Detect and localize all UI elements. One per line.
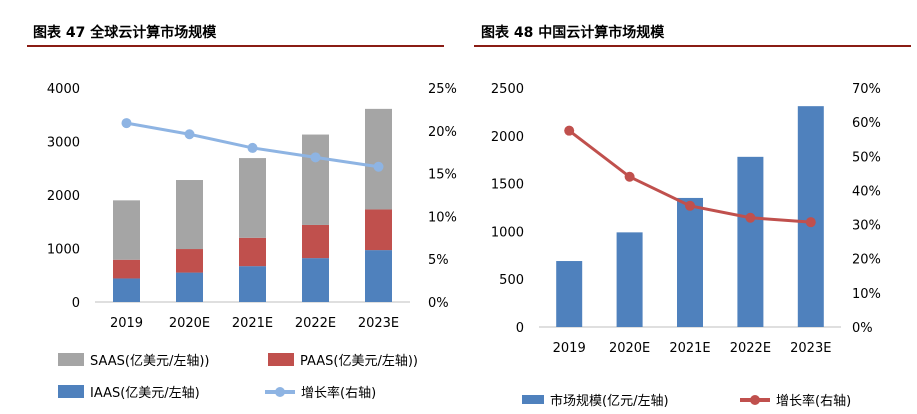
y-right-tick-label: 70%: [852, 82, 881, 97]
y-right-tick-label: 50%: [852, 150, 881, 165]
legend-saas: SAAS(亿美元/左轴)): [58, 350, 210, 369]
x-tick-label: 2021E: [232, 316, 273, 331]
bar-saas: [365, 108, 392, 210]
y-left-tick-label: 1000: [47, 243, 80, 258]
y-right-tick-label: 0%: [852, 321, 873, 336]
y-left-tick-label: 1000: [491, 225, 524, 240]
legend-saas-label: SAAS(亿美元/左轴)): [90, 354, 210, 369]
bar-market: [677, 197, 703, 327]
bar-saas: [176, 180, 203, 250]
y-left-tick-label: 500: [499, 273, 524, 288]
legend-market-swatch: [522, 395, 544, 404]
legend-saas-swatch: [58, 353, 84, 366]
growth-point: [624, 171, 635, 182]
legend-iaas-label: IAAS(亿美元/左轴): [90, 386, 200, 401]
y-right-tick-label: 15%: [428, 168, 457, 183]
y-right-tick-label: 20%: [428, 125, 457, 140]
legend-iaas: IAAS(亿美元/左轴): [58, 382, 200, 401]
y-left-tick-label: 3000: [47, 136, 80, 151]
bar-paas: [176, 249, 203, 273]
growth-point: [184, 129, 195, 140]
y-left-tick-label: 0: [72, 296, 80, 311]
legend-paas: PAAS(亿美元/左轴)): [268, 350, 418, 369]
legend-market-label: 市场规模(亿元/左轴): [550, 394, 669, 409]
bar-saas: [239, 158, 266, 238]
legend-growth-right-label: 增长率(右轴): [776, 394, 852, 409]
y-right-tick-label: 25%: [428, 82, 457, 97]
y-right-tick-label: 20%: [852, 253, 881, 268]
x-tick-label: 2019: [553, 341, 586, 356]
y-left-tick-label: 2500: [491, 82, 524, 97]
bar-market: [556, 261, 583, 327]
growth-point: [745, 212, 756, 223]
bar-paas: [113, 259, 140, 279]
x-tick-label: 2019: [110, 316, 143, 331]
legend-paas-swatch: [268, 353, 294, 366]
x-tick-label: 2021E: [669, 341, 710, 356]
bar-market: [616, 232, 643, 327]
x-tick-label: 2022E: [295, 316, 336, 331]
bar-paas: [365, 209, 392, 251]
bar-iaas: [302, 258, 329, 302]
growth-point: [564, 125, 575, 136]
x-tick-label: 2023E: [358, 316, 399, 331]
right-chart-title: 图表 48 中国云计算市场规模: [481, 25, 665, 41]
growth-point: [373, 161, 384, 172]
x-tick-label: 2020E: [169, 316, 210, 331]
bar-iaas: [239, 266, 266, 302]
legend-growth-left: 增长率(右轴): [265, 382, 376, 401]
bar-market: [737, 156, 764, 327]
y-right-tick-label: 30%: [852, 219, 881, 234]
bar-paas: [302, 224, 329, 259]
y-right-tick-label: 60%: [852, 116, 881, 131]
y-right-tick-label: 10%: [428, 210, 457, 225]
y-left-tick-label: 2000: [491, 130, 524, 145]
bar-market: [797, 106, 824, 327]
growth-point: [121, 118, 132, 129]
x-tick-label: 2020E: [609, 341, 650, 356]
x-tick-label: 2022E: [730, 341, 771, 356]
bar-paas: [239, 237, 266, 267]
growth-point: [805, 217, 816, 228]
y-right-tick-label: 0%: [428, 296, 449, 311]
growth-point: [685, 200, 695, 211]
y-right-tick-label: 10%: [852, 287, 881, 302]
y-right-tick-label: 40%: [852, 184, 881, 199]
bar-iaas: [365, 250, 392, 302]
bar-iaas: [176, 272, 203, 302]
legend-growth-left-swatch: [265, 385, 295, 398]
legend-market: 市场规模(亿元/左轴): [522, 390, 669, 409]
y-left-tick-label: 0: [516, 321, 524, 336]
right-title-rule: [474, 45, 911, 47]
bar-saas: [302, 134, 329, 225]
bar-iaas: [113, 278, 140, 302]
legend-growth-right: 增长率(右轴): [740, 390, 851, 409]
y-left-tick-label: 4000: [47, 82, 80, 97]
growth-point: [247, 142, 258, 153]
y-right-tick-label: 5%: [428, 253, 449, 268]
y-left-tick-label: 2000: [47, 189, 80, 204]
legend-iaas-swatch: [58, 385, 84, 398]
left-title-rule: [27, 45, 444, 47]
legend-growth-left-label: 增长率(右轴): [301, 386, 377, 401]
legend-growth-right-swatch: [740, 393, 770, 406]
bar-saas: [113, 200, 140, 260]
left-chart-title: 图表 47 全球云计算市场规模: [33, 25, 217, 41]
x-tick-label: 2023E: [790, 341, 831, 356]
legend-paas-label: PAAS(亿美元/左轴)): [300, 354, 419, 369]
y-left-tick-label: 1500: [491, 178, 524, 193]
growth-point: [310, 152, 321, 163]
